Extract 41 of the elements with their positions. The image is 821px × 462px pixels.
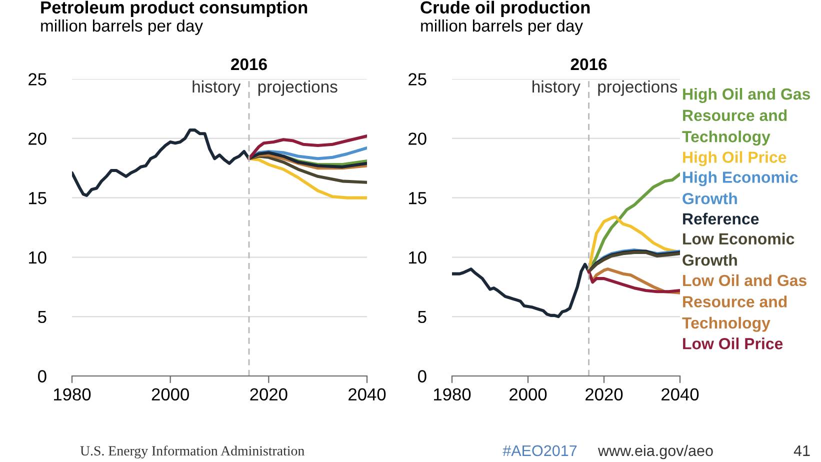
text: High Economic Growth [682, 171, 798, 204]
chart-title: Crude oil production [420, 0, 590, 17]
x-tick-label: 2040 [662, 388, 699, 401]
text: U.S. Energy Information Administration [80, 446, 304, 458]
y-tick-label: 15 [29, 192, 46, 204]
text: High Oil Price [683, 151, 786, 166]
y-tick-label: 15 [409, 192, 426, 204]
x-tick-label: 2020 [250, 388, 288, 401]
y-tick-label: 10 [29, 251, 46, 264]
text: 41 [794, 445, 810, 456]
y-tick-label: 25 [408, 73, 426, 86]
text: #AEO2017 [502, 445, 577, 456]
x-tick-label: 1980 [54, 388, 91, 401]
ref-line-label: 2016 [231, 58, 267, 70]
y-tick-label: 25 [28, 73, 46, 86]
y-tick-label: 5 [38, 310, 46, 324]
annotation: history [532, 80, 580, 96]
annotation: projections [598, 80, 678, 96]
series-label: Low Oil and Gas Resource and Technology [682, 274, 806, 332]
y-tick-label: 10 [409, 251, 426, 264]
y-tick-label: 5 [418, 310, 426, 324]
ref-line-label: 2016 [570, 58, 607, 70]
x-tick-label: 2040 [348, 388, 386, 401]
chart-subtitle: million barrels per day [41, 19, 203, 35]
x-tick-label: 2000 [152, 388, 189, 401]
y-tick-label: 0 [418, 370, 426, 382]
y-tick-label: 0 [38, 370, 46, 382]
series-label: High Oil and Gas Resource and Technology [682, 88, 810, 146]
x-tick-label: 2000 [510, 388, 547, 401]
y-tick-label: 20 [28, 132, 46, 145]
text: www.eia.gov/aeo [598, 444, 713, 460]
x-tick-label: 2020 [586, 388, 623, 401]
text: Low Oil Price [683, 338, 783, 350]
chart-title: Petroleum product consumption [41, 0, 308, 17]
series-label: Reference [683, 212, 759, 225]
annotation: history [192, 80, 241, 96]
series-label: Low Economic Growth [682, 232, 794, 266]
y-tick-label: 20 [408, 132, 426, 145]
annotation: projections [258, 80, 338, 96]
x-tick-label: 1980 [434, 388, 471, 401]
chart-subtitle: million barrels per day [421, 19, 583, 35]
